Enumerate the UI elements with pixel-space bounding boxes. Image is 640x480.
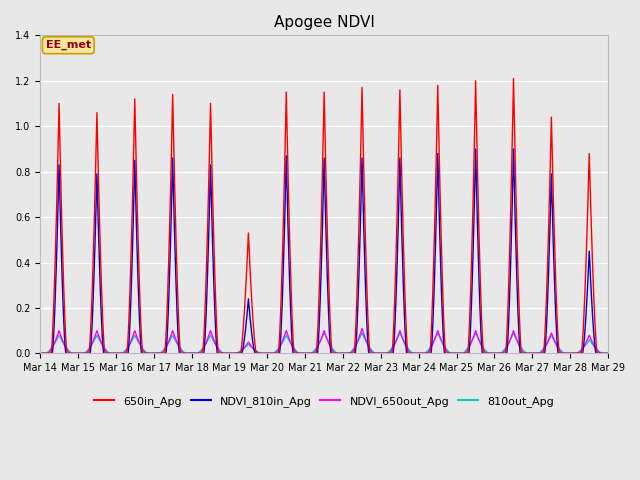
810out_Apg	[604, 350, 612, 356]
NDVI_810in_Apg	[593, 350, 601, 356]
810out_Apg	[135, 339, 143, 345]
Line: NDVI_650out_Apg: NDVI_650out_Apg	[40, 328, 608, 353]
NDVI_650out_Apg	[604, 350, 612, 356]
NDVI_650out_Apg	[254, 350, 262, 356]
Line: NDVI_810in_Apg: NDVI_810in_Apg	[40, 149, 608, 353]
NDVI_810in_Apg	[135, 293, 143, 299]
NDVI_650out_Apg	[101, 347, 109, 353]
Line: 650in_Apg: 650in_Apg	[40, 79, 608, 353]
NDVI_810in_Apg	[278, 292, 286, 298]
Line: 810out_Apg: 810out_Apg	[40, 333, 608, 353]
650in_Apg	[36, 350, 44, 356]
Legend: 650in_Apg, NDVI_810in_Apg, NDVI_650out_Apg, 810out_Apg: 650in_Apg, NDVI_810in_Apg, NDVI_650out_A…	[90, 392, 558, 411]
810out_Apg	[593, 347, 601, 352]
NDVI_650out_Apg	[358, 325, 366, 331]
650in_Apg	[604, 350, 612, 356]
Title: Apogee NDVI: Apogee NDVI	[274, 15, 374, 30]
650in_Apg	[101, 350, 109, 356]
NDVI_650out_Apg	[278, 338, 286, 344]
NDVI_810in_Apg	[36, 350, 44, 356]
650in_Apg	[135, 254, 143, 260]
NDVI_810in_Apg	[101, 350, 109, 356]
650in_Apg	[278, 252, 286, 257]
NDVI_650out_Apg	[135, 338, 143, 344]
810out_Apg	[278, 339, 286, 345]
650in_Apg	[532, 350, 540, 356]
Text: EE_met: EE_met	[46, 40, 91, 50]
650in_Apg	[509, 76, 517, 82]
810out_Apg	[254, 349, 262, 355]
810out_Apg	[36, 350, 44, 356]
NDVI_810in_Apg	[254, 350, 262, 356]
NDVI_650out_Apg	[532, 350, 540, 356]
NDVI_650out_Apg	[593, 348, 601, 353]
NDVI_810in_Apg	[472, 146, 479, 152]
650in_Apg	[254, 350, 262, 356]
810out_Apg	[101, 346, 109, 351]
810out_Apg	[532, 350, 540, 356]
NDVI_650out_Apg	[36, 350, 44, 356]
810out_Apg	[320, 330, 328, 336]
NDVI_810in_Apg	[604, 350, 612, 356]
650in_Apg	[593, 350, 601, 356]
NDVI_810in_Apg	[532, 350, 540, 356]
